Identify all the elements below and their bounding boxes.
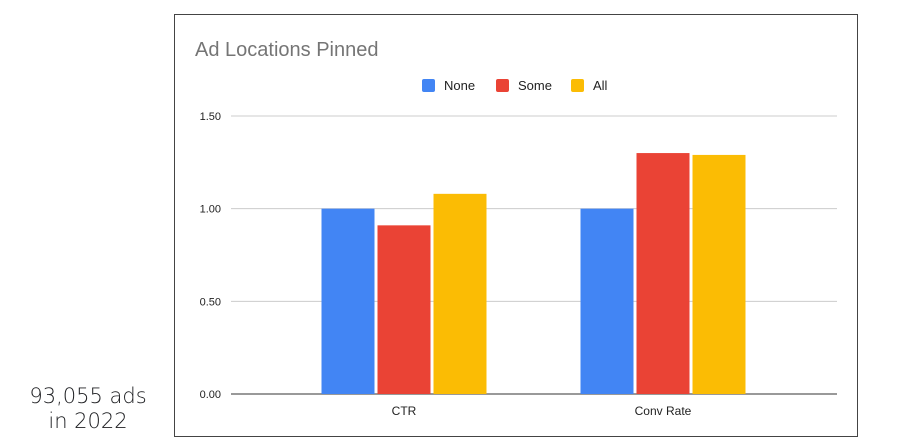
y-axis: 0.00 0.50 1.00 1.50 bbox=[200, 111, 221, 401]
x-axis: CTR Conv Rate bbox=[392, 404, 692, 418]
bar-none-ctr bbox=[321, 208, 375, 394]
y-tick-label: 0.00 bbox=[200, 389, 221, 401]
y-tick-label: 1.50 bbox=[200, 111, 221, 123]
bar-all-ctr bbox=[433, 193, 487, 394]
y-tick-label: 0.50 bbox=[200, 296, 221, 308]
chart-title: Ad Locations Pinned bbox=[195, 39, 378, 61]
bar-chart: Ad Locations Pinned None Some All 0.00 0.50… bbox=[195, 39, 837, 418]
bar-none-conv-rate bbox=[580, 208, 634, 394]
legend-label-all: All bbox=[593, 78, 608, 93]
legend-label-some: Some bbox=[518, 78, 552, 93]
caption: 93,055 ads in 2022 bbox=[0, 384, 176, 434]
chart-frame: Ad Locations Pinned None Some All 0.00 0.50… bbox=[174, 14, 858, 437]
bar-some-ctr bbox=[377, 225, 431, 394]
legend: None Some All bbox=[422, 78, 608, 93]
caption-line-1: 93,055 ads bbox=[29, 384, 147, 408]
caption-line-2: in 2022 bbox=[48, 409, 128, 433]
legend-swatch-none bbox=[422, 79, 435, 92]
bar-some-conv-rate bbox=[636, 153, 690, 394]
legend-swatch-all bbox=[571, 79, 584, 92]
x-category-label: Conv Rate bbox=[635, 404, 692, 418]
bar-all-conv-rate bbox=[692, 154, 746, 394]
x-category-label: CTR bbox=[392, 404, 417, 418]
y-tick-label: 1.00 bbox=[200, 204, 221, 216]
legend-swatch-some bbox=[496, 79, 509, 92]
legend-label-none: None bbox=[444, 78, 475, 93]
bars bbox=[321, 153, 746, 394]
